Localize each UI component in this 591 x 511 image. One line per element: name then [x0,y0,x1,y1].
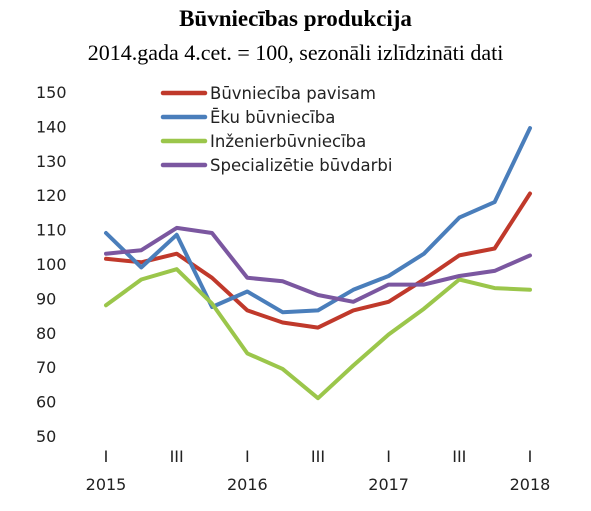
y-tick-label: 90 [36,289,56,308]
y-tick-label: 60 [36,393,56,412]
y-tick-label: 130 [36,152,67,171]
x-quarter-tick-label: I [245,447,250,466]
series-line-2 [104,126,532,315]
x-quarter-tick-label: III [170,447,184,466]
x-year-tick-label: 2016 [227,475,268,494]
x-quarter-tick-label: I [104,447,109,466]
x-quarter-tick-label: III [311,447,325,466]
y-axis: 50 60 70 80 90 100 110 120 130 140 150 [36,83,67,446]
y-tick-label: 70 [36,358,56,377]
y-tick-label: 110 [36,221,67,240]
chart-title: Būvniecības produkcija [179,6,412,31]
y-tick-label: 120 [36,186,67,205]
series-line-4 [104,225,532,304]
chart-subtitle: 2014.gada 4.cet. = 100, sezonāli izlīdzi… [87,40,504,65]
x-year-tick-label: 2017 [368,475,409,494]
x-year-tick-label: 2018 [510,475,551,494]
legend: Būvniecība pavisam Ēku būvniecība Inženier… [160,84,392,175]
y-tick-label: 140 [36,117,67,136]
legend-label: Inženierbūvniecība [210,132,366,151]
x-year-tick-label: 2015 [86,475,127,494]
x-quarter-tick-label: III [452,447,466,466]
y-tick-label: 50 [36,427,56,446]
series-line-3 [104,267,532,401]
legend-label: Ēku būvniecība [210,108,335,127]
x-quarter-tick-label: I [528,447,533,466]
series-line-1 [104,191,532,330]
legend-label: Būvniecība pavisam [210,84,376,103]
y-tick-label: 100 [36,255,67,274]
series-lines [104,126,532,401]
x-quarter-tick-label: I [386,447,391,466]
y-tick-label: 80 [36,324,56,343]
legend-label: Specializētie būvdarbi [210,156,392,175]
y-tick-label: 150 [36,83,67,102]
